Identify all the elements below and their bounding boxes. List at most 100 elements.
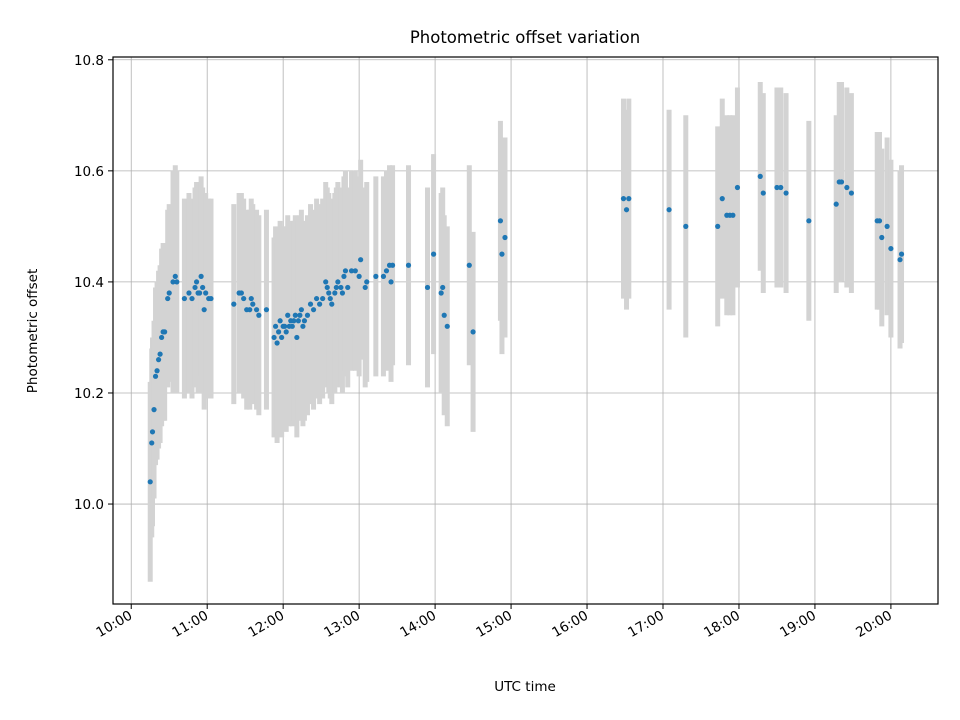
data-point bbox=[362, 284, 368, 291]
data-point bbox=[326, 290, 332, 296]
data-point bbox=[341, 273, 347, 279]
data-point bbox=[324, 284, 330, 291]
data-point bbox=[502, 234, 508, 241]
data-point bbox=[292, 312, 298, 318]
data-point bbox=[438, 290, 444, 296]
y-tick-label: 10.4 bbox=[74, 275, 104, 291]
data-point bbox=[424, 284, 431, 291]
data-point bbox=[147, 479, 153, 485]
data-point bbox=[342, 268, 349, 274]
data-point bbox=[440, 284, 446, 291]
data-point bbox=[247, 307, 253, 313]
data-point bbox=[327, 295, 333, 302]
data-point bbox=[152, 373, 159, 379]
data-point bbox=[197, 290, 203, 296]
data-point bbox=[470, 329, 476, 335]
data-point bbox=[248, 295, 254, 302]
data-point bbox=[263, 307, 270, 313]
data-point bbox=[778, 184, 784, 191]
data-point bbox=[189, 295, 195, 302]
data-point bbox=[364, 279, 370, 285]
data-point bbox=[444, 323, 450, 329]
data-point bbox=[200, 284, 206, 291]
data-point bbox=[297, 312, 303, 318]
data-point bbox=[155, 357, 162, 363]
data-point bbox=[373, 273, 379, 279]
data-point bbox=[295, 318, 301, 324]
data-point bbox=[666, 207, 672, 213]
data-point bbox=[430, 251, 437, 257]
data-point bbox=[848, 190, 854, 196]
data-point bbox=[358, 257, 364, 263]
data-point bbox=[338, 284, 344, 291]
data-point bbox=[154, 368, 160, 374]
data-point bbox=[149, 429, 156, 435]
data-point bbox=[159, 334, 165, 341]
data-point bbox=[683, 223, 689, 229]
data-point bbox=[380, 273, 387, 279]
data-point bbox=[272, 323, 279, 329]
data-point bbox=[274, 340, 280, 346]
plot-frame bbox=[112, 56, 939, 605]
data-point bbox=[241, 295, 247, 302]
data-point bbox=[198, 273, 204, 279]
data-point bbox=[897, 257, 903, 263]
data-point bbox=[289, 323, 295, 329]
data-point bbox=[283, 329, 289, 335]
data-point bbox=[719, 196, 725, 202]
data-point bbox=[879, 234, 885, 241]
data-point bbox=[208, 295, 214, 302]
data-point bbox=[170, 279, 176, 285]
data-point bbox=[734, 184, 741, 191]
data-point bbox=[294, 334, 300, 341]
data-point bbox=[499, 251, 505, 257]
data-point bbox=[356, 273, 362, 279]
data-point bbox=[285, 312, 291, 318]
data-point bbox=[174, 279, 180, 285]
data-point bbox=[806, 218, 812, 224]
data-point bbox=[320, 295, 326, 302]
data-point bbox=[441, 312, 447, 318]
data-point bbox=[388, 279, 394, 285]
data-point bbox=[623, 207, 630, 213]
data-point bbox=[301, 318, 308, 324]
data-point bbox=[626, 196, 632, 202]
data-point bbox=[298, 307, 304, 313]
y-axis-label: Photometric offset bbox=[25, 269, 41, 393]
y-axis-ticks: 10.0 10.2 10.4 10.6 10.8 bbox=[74, 53, 113, 513]
data-point bbox=[149, 440, 155, 446]
data-points bbox=[147, 173, 905, 485]
y-tick-label: 10.2 bbox=[74, 386, 104, 402]
data-point bbox=[352, 268, 358, 274]
data-point bbox=[620, 196, 627, 202]
data-point bbox=[497, 218, 504, 224]
data-point bbox=[193, 279, 200, 285]
data-point bbox=[192, 284, 198, 291]
data-point bbox=[329, 301, 335, 307]
data-point bbox=[238, 290, 244, 296]
data-point bbox=[466, 262, 472, 268]
data-point bbox=[300, 323, 306, 329]
data-point bbox=[774, 184, 780, 191]
data-point bbox=[844, 184, 850, 191]
data-point bbox=[282, 323, 288, 329]
data-point bbox=[757, 173, 763, 179]
data-point bbox=[307, 301, 314, 307]
data-point bbox=[157, 351, 163, 357]
data-point bbox=[730, 212, 736, 218]
data-point bbox=[323, 279, 329, 285]
data-point bbox=[310, 307, 317, 313]
data-point bbox=[332, 290, 338, 296]
data-point bbox=[203, 290, 209, 296]
data-point bbox=[876, 218, 883, 224]
data-point bbox=[898, 251, 905, 257]
y-tick-label: 10.8 bbox=[74, 53, 104, 69]
y-tick-label: 10.6 bbox=[74, 164, 104, 180]
data-point bbox=[186, 290, 192, 296]
data-point bbox=[335, 279, 341, 285]
data-point bbox=[383, 268, 390, 274]
data-point bbox=[276, 329, 282, 335]
data-point bbox=[256, 312, 262, 318]
data-point bbox=[172, 273, 178, 279]
